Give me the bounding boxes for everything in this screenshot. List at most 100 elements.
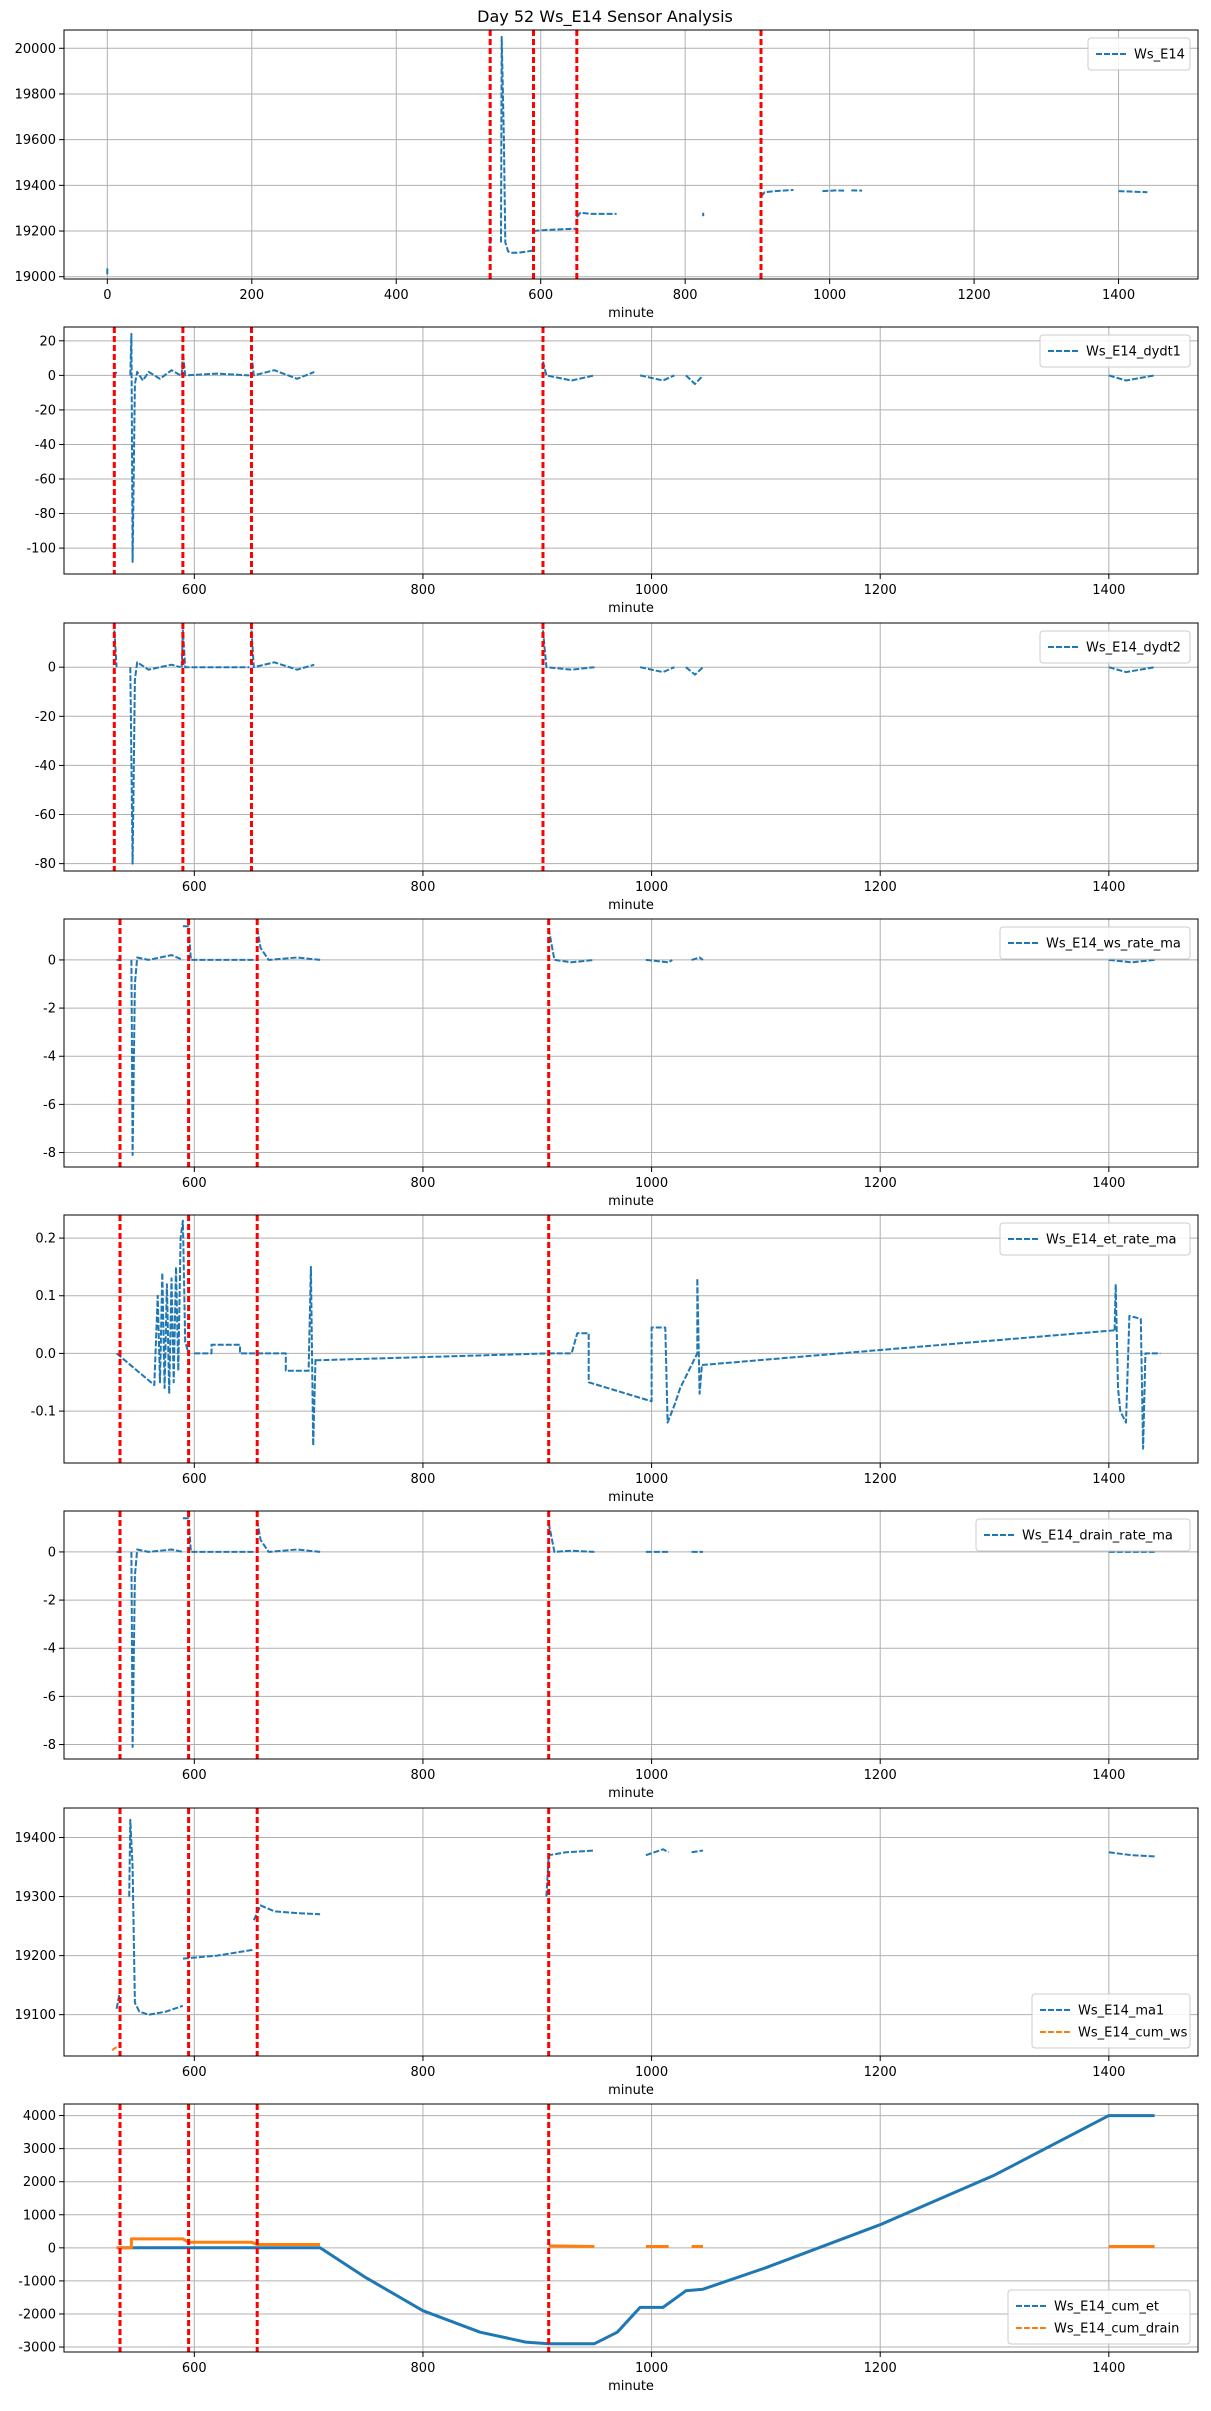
series-line-ws-e14-dydt2 [639,666,675,674]
legend-label: Ws_E14_cum_et [1054,2300,1159,2315]
axes-frame [63,1510,1199,1760]
x-tick-label: 1200 [864,583,897,598]
figure-title: Day 52 Ws_E14 Sensor Analysis [477,7,733,27]
series-line-ws-e14-ws-rate-ma [691,956,704,961]
axes-frame [63,29,1199,280]
legend-box [999,926,1191,960]
y-tick-label: 0.1 [35,1289,56,1304]
y-tick-label: 0 [48,1545,56,1560]
series-line-ws-e14-cum-et [116,2114,1155,2346]
axes-frame [63,1214,1199,1464]
series-line-ws-e14-drain-rate-ma [182,1517,254,1553]
series-line-ws-e14-cum-drain [548,2244,595,2248]
x-tick-label: 1400 [1092,880,1125,895]
x-tick-label: 600 [182,1176,207,1191]
series-line-ws-e14-et-rate-ma [701,1329,1115,1366]
series-line-ws-e14-drain-rate-ma [547,1522,595,1553]
series-line-ws-e14 [760,188,794,198]
x-axis-label: minute [608,1194,654,1209]
legend: Ws_E14_drain_rate_ma [975,1518,1191,1552]
x-tick-label: 1000 [813,288,846,303]
series-line-ws-e14-et-rate-ma [194,1265,317,1447]
y-tick-label: 0.2 [35,1232,56,1247]
series-line-ws-e14-ma1 [545,1849,595,1897]
axes-frame [63,918,1199,1168]
x-tick-label: 1200 [864,2361,897,2376]
x-tick-label: 1200 [864,1768,897,1783]
series-line-ws-e14-ma1 [115,1990,121,2009]
x-tick-label: 1000 [635,1768,668,1783]
legend: Ws_E14_ma1 Ws_E14_cum_ws [1031,1993,1191,2049]
legend-box [1007,2289,1191,2345]
y-tick-label: 19800 [15,87,56,102]
y-tick-label: 19200 [15,1949,56,1964]
x-axis-label: minute [608,2379,654,2394]
chart-panel-4: 600 800 1000 1200 1400 -8 -6 -4 -2 0 minute Ws_E14_… [43,918,1199,1209]
x-axis-label: minute [608,898,654,913]
x-axis-label: minute [608,601,654,616]
y-tick-label: -2000 [18,2307,56,2322]
chart-panel-6: 600 800 1000 1200 1400 -8 -6 -4 -2 0 minute Ws_E14_… [43,1510,1199,1801]
y-tick-label: -1000 [18,2274,56,2289]
series-line-ws-e14-ma1 [252,1904,321,1921]
y-tick-label: -6 [43,1098,56,1113]
series-line-ws-e14 [822,189,845,193]
axes-frame [63,622,1199,872]
x-tick-label: 1000 [635,2361,668,2376]
x-tick-label: 800 [411,2361,436,2376]
x-tick-label: 1400 [1092,583,1125,598]
series-line-ws-e14-dydt1 [180,351,250,377]
x-tick-label: 1400 [1092,1768,1125,1783]
x-tick-label: 600 [182,2065,207,2080]
series-line-ws-e14-drain-rate-ma [256,1520,321,1553]
series-line-ws-e14-dydt2 [1108,666,1155,674]
x-tick-label: 600 [182,880,207,895]
series-line-ws-e14 [1118,190,1148,194]
y-tick-label: 19200 [15,225,56,240]
y-tick-label: 2000 [23,2175,56,2190]
series-line-ws-e14-ma1 [1108,1851,1155,1858]
legend-label: Ws_E14_drain_rate_ma [1022,1529,1173,1544]
y-tick-label: -4 [43,1642,56,1657]
y-tick-label: -100 [26,542,56,557]
y-tick-label: 4000 [23,2109,56,2124]
y-tick-label: 0.0 [35,1347,56,1362]
y-tick-label: 19100 [15,2008,56,2023]
legend: Ws_E14_dydt1 [1039,334,1191,368]
x-tick-label: 600 [182,583,207,598]
x-axis-label: minute [608,1786,654,1801]
x-tick-label: 1000 [635,880,668,895]
x-tick-label: 800 [411,880,436,895]
series-line-ws-e14-ma1 [645,1848,670,1857]
series-line-ws-e14-dydt1 [685,374,704,385]
series-line-ws-e14-et-rate-ma [115,1219,190,1395]
y-tick-label: 19300 [15,1890,56,1905]
legend-box [1039,334,1191,368]
series-line-ws-e14-dydt2 [542,630,595,671]
plot-area [113,629,1155,865]
series-line-ws-e14 [576,211,617,218]
y-tick-label: 19600 [15,133,56,148]
legend-label: Ws_E14 [1134,48,1185,63]
x-tick-label: 1000 [635,1472,668,1487]
series-line-ws-e14-dydt2 [685,666,704,676]
legend-label: Ws_E14_cum_ws [1078,2026,1188,2041]
x-tick-label: 1200 [864,2065,897,2080]
y-tick-label: -2 [43,1002,56,1017]
legend-label: Ws_E14_dydt1 [1086,345,1181,360]
series-line-ws-e14-dydt2 [129,661,181,865]
series-line-ws-e14-et-rate-ma [548,1277,703,1424]
x-tick-label: 800 [411,1768,436,1783]
y-tick-label: -0.1 [31,1405,56,1420]
series-line-ws-e14-ma1 [182,1948,254,1960]
plot-area [106,35,1148,275]
x-tick-label: 800 [411,583,436,598]
legend-label: Ws_E14_dydt2 [1086,641,1181,656]
chart-panel-2: 600 800 1000 1200 1400 -100 -80 -60 -40 -20 0 20 min… [26,326,1199,616]
x-tick-label: 1200 [864,1176,897,1191]
x-tick-label: 600 [182,1472,207,1487]
series-line-ws-e14 [500,35,534,254]
axes-frame [63,1807,1199,2057]
x-tick-label: 1400 [1092,1472,1125,1487]
legend: Ws_E14_dydt2 [1039,630,1191,664]
